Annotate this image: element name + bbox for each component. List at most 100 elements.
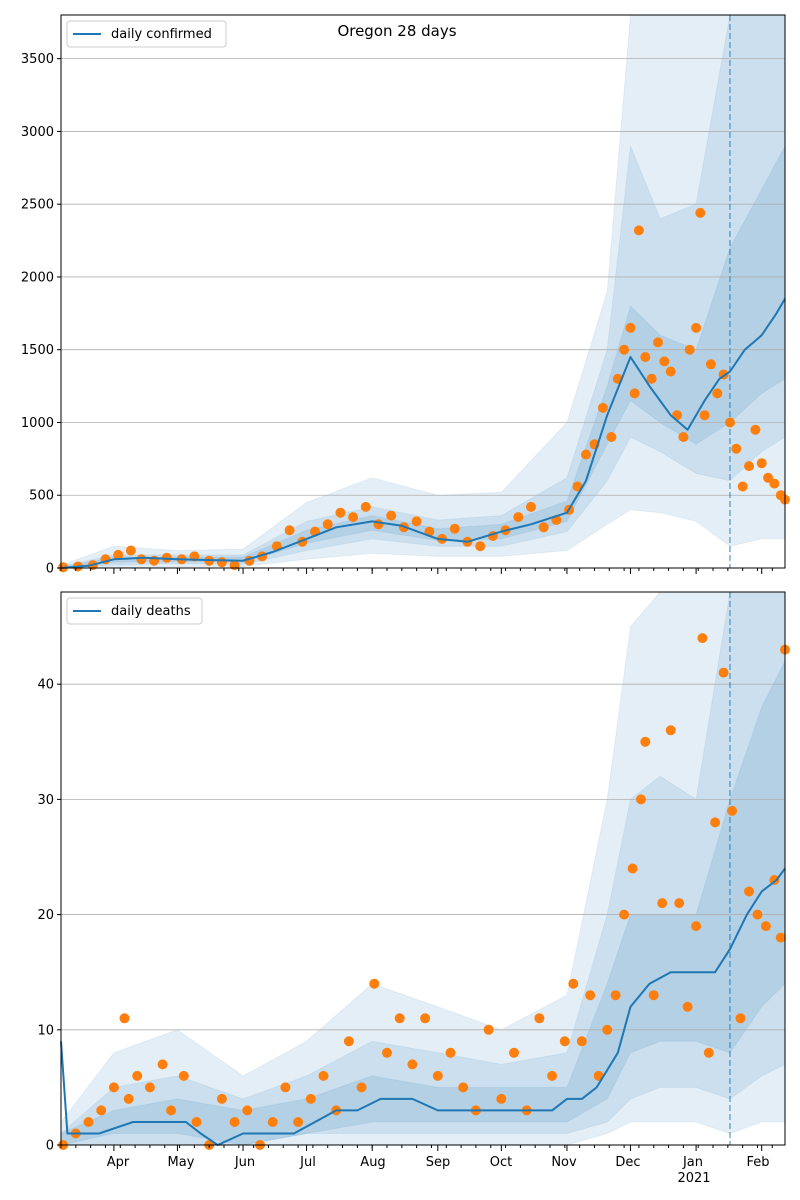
deaths-points xyxy=(58,633,790,1150)
deaths-data-point xyxy=(483,1024,494,1035)
confirmed-data-point xyxy=(411,516,422,527)
confirmed-data-point xyxy=(475,541,486,552)
confirmed-data-point xyxy=(665,366,676,377)
deaths-data-point xyxy=(382,1047,392,1058)
deaths-data-point xyxy=(267,1117,278,1127)
confirmed-plot-area xyxy=(61,15,785,568)
confirmed-data-point xyxy=(322,519,333,530)
deaths-legend-label: daily deaths xyxy=(111,604,191,619)
deaths-data-point xyxy=(229,1117,240,1127)
confirmed-data-point xyxy=(684,344,695,355)
confirmed-plot-frame xyxy=(60,14,786,569)
deaths-data-point xyxy=(318,1070,329,1081)
deaths-data-point xyxy=(356,1082,367,1093)
confirmed-data-point xyxy=(373,519,384,530)
deaths-data-point xyxy=(576,1036,587,1047)
month-label-jul: Jul xyxy=(299,1155,316,1170)
confirmed-y-axis: 0 500 1000 1500 2000 2500 3000 3500 xyxy=(21,52,61,577)
deaths-data-point xyxy=(83,1117,94,1127)
deaths-data-point xyxy=(166,1105,177,1116)
confirmed-legend-box xyxy=(66,20,227,48)
deaths-data-point xyxy=(697,633,708,644)
confirmed-data-point xyxy=(640,352,651,362)
month-label-nov: Nov xyxy=(551,1155,577,1170)
confirmed-data-point xyxy=(691,322,702,333)
confirmed-data-point xyxy=(625,322,636,333)
deaths-data-point xyxy=(293,1117,304,1127)
deaths-ytick-label: 40 xyxy=(37,678,54,693)
deaths-data-point xyxy=(665,725,676,736)
deaths-data-point xyxy=(343,1036,354,1047)
month-label-dec: Dec xyxy=(615,1155,640,1170)
confirmed-data-point xyxy=(606,432,617,442)
confirmed-data-point xyxy=(538,522,549,533)
confirmed-data-point xyxy=(725,417,735,428)
deaths-ytick-label: 20 xyxy=(37,908,54,923)
deaths-data-point xyxy=(534,1013,545,1024)
deaths-ytick-label: 0 xyxy=(46,1139,54,1154)
deaths-data-point xyxy=(727,805,738,816)
confirmed-data-point xyxy=(629,388,640,399)
deaths-data-point xyxy=(547,1070,558,1081)
confirmed-ytick-label: 1500 xyxy=(21,343,54,358)
deaths-ytick-label: 30 xyxy=(37,793,54,808)
confirmed-data-point xyxy=(216,557,227,568)
confirmed-data-point xyxy=(526,501,536,512)
deaths-data-point xyxy=(432,1070,443,1081)
deaths-data-point xyxy=(132,1070,143,1081)
deaths-data-point xyxy=(178,1070,189,1081)
month-label-apr: Apr xyxy=(107,1155,130,1170)
deaths-data-point xyxy=(96,1105,107,1116)
confirmed-data-point xyxy=(597,402,608,413)
deaths-data-point xyxy=(394,1013,405,1024)
deaths-data-point xyxy=(191,1117,202,1127)
deaths-data-point xyxy=(619,909,630,920)
confirmed-data-point xyxy=(581,449,591,460)
deaths-data-point xyxy=(509,1047,519,1058)
confirmed-data-point xyxy=(136,554,147,565)
confirmed-ytick-label: 2000 xyxy=(21,270,54,285)
confirmed-data-point xyxy=(699,410,710,421)
deaths-data-point xyxy=(420,1013,431,1024)
month-label-sep: Sep xyxy=(426,1155,451,1170)
deaths-data-point xyxy=(123,1093,134,1104)
deaths-data-point xyxy=(602,1024,613,1035)
confirmed-data-point xyxy=(646,373,657,384)
deaths-data-point xyxy=(674,898,685,909)
deaths-data-point xyxy=(760,921,771,932)
deaths-data-point xyxy=(119,1013,130,1024)
confirmed-data-point xyxy=(695,207,706,218)
confirmed-ytick-label: 0 xyxy=(46,562,54,577)
deaths-data-point xyxy=(703,1047,714,1058)
confirmed-data-point xyxy=(712,388,723,399)
confirmed-data-point xyxy=(284,525,295,536)
deaths-data-point xyxy=(691,921,702,932)
deaths-data-point xyxy=(735,1013,746,1024)
confirmed-ytick-label: 3500 xyxy=(21,52,54,67)
confirmed-legend: daily confirmed xyxy=(66,20,227,48)
deaths-data-point xyxy=(305,1093,316,1104)
deaths-data-point xyxy=(585,990,596,1001)
deaths-data-point xyxy=(242,1105,253,1116)
confirmed-data-point xyxy=(756,458,767,469)
confirmed-ytick-label: 3000 xyxy=(21,125,54,140)
deaths-data-point xyxy=(718,667,729,678)
confirmed-data-point xyxy=(737,481,748,492)
confirmed-data-point xyxy=(161,552,172,563)
deaths-data-point xyxy=(710,817,721,828)
deaths-data-point xyxy=(775,932,786,943)
confirmed-ytick-label: 2500 xyxy=(21,198,54,213)
confirmed-data-point xyxy=(335,507,346,518)
confirmed-data-point xyxy=(113,549,124,560)
deaths-data-point xyxy=(407,1059,418,1070)
confirmed-data-point xyxy=(705,359,716,370)
deaths-x-axis xyxy=(60,1145,773,1151)
confirmed-data-point xyxy=(619,344,630,355)
confirmed-series-line xyxy=(60,298,786,569)
deaths-data-point xyxy=(157,1059,168,1070)
deaths-data-point xyxy=(369,978,380,989)
confirmed-data-point xyxy=(633,225,644,236)
deaths-data-point xyxy=(682,1001,693,1012)
deaths-data-point xyxy=(108,1082,119,1093)
deaths-data-point xyxy=(458,1082,469,1093)
